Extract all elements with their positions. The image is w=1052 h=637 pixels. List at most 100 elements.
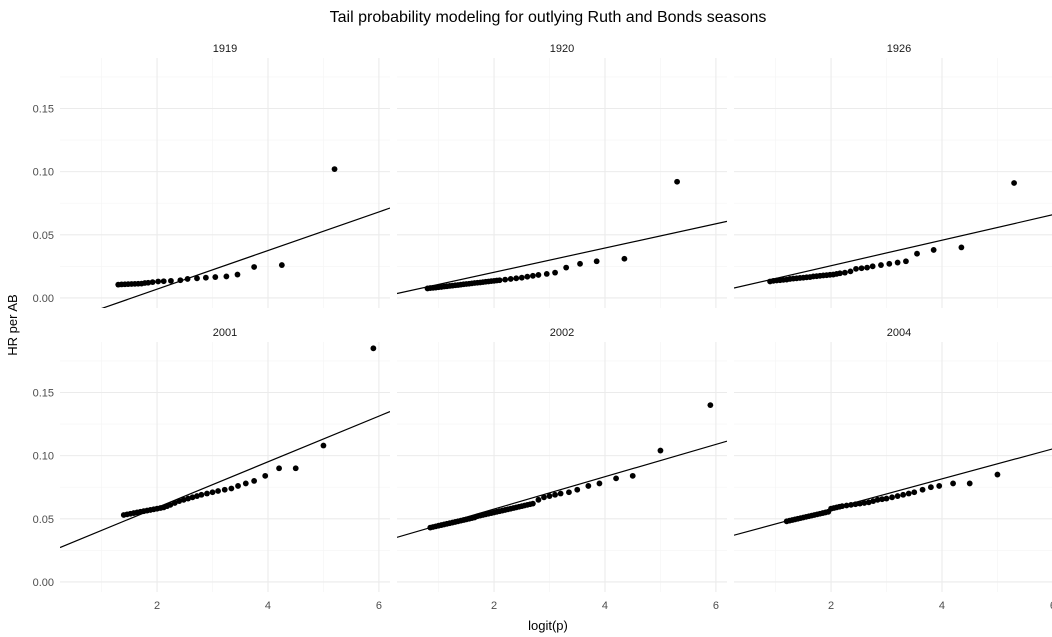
data-point — [235, 483, 241, 489]
data-point — [180, 496, 187, 503]
x-tick-label: 4 — [602, 600, 608, 612]
x-tick-label: 4 — [265, 600, 271, 612]
data-point — [524, 273, 531, 280]
data-point — [546, 493, 553, 499]
data-point — [930, 247, 937, 253]
y-tick-label: 0.10 — [33, 167, 54, 179]
facet-strip-label: 2001 — [213, 327, 237, 339]
data-point — [209, 489, 216, 496]
data-point — [674, 178, 680, 185]
data-point — [966, 480, 973, 487]
x-tick-label: 6 — [376, 600, 382, 612]
data-point — [843, 502, 850, 509]
data-point — [529, 500, 536, 507]
y-tick-label: 0.15 — [33, 104, 54, 116]
data-point — [552, 491, 558, 498]
data-point — [874, 496, 881, 503]
y-tick-label: 0.05 — [33, 230, 54, 242]
data-point — [223, 273, 230, 280]
data-point — [535, 272, 542, 278]
y-tick-label: 0.00 — [33, 577, 54, 589]
facet-panel-1920: 1920 — [397, 43, 727, 308]
data-point — [927, 484, 934, 491]
facet-panel-2001: 2001 0.00 0.05 0.10 0.15 2 4 6 — [33, 327, 390, 612]
data-point — [879, 496, 885, 503]
fit-line — [101, 207, 390, 308]
y-tick-label: 0.15 — [33, 388, 54, 400]
data-point — [613, 475, 619, 482]
data-point — [852, 501, 859, 508]
data-point — [171, 500, 178, 506]
data-point — [278, 262, 285, 268]
data-point — [221, 486, 228, 493]
data-point — [994, 471, 1001, 478]
data-point — [507, 276, 514, 282]
panel-background — [60, 58, 390, 308]
data-point — [518, 274, 525, 281]
data-point — [251, 264, 258, 270]
data-point — [513, 275, 520, 282]
data-point — [958, 244, 965, 251]
data-point — [370, 345, 377, 352]
data-point — [185, 495, 192, 502]
chart-title: Tail probability modeling for outlying R… — [330, 9, 767, 26]
y-tick-label: 0.05 — [33, 514, 54, 526]
data-point — [853, 265, 859, 272]
data-point — [894, 259, 901, 266]
data-point — [160, 278, 167, 285]
data-point — [331, 166, 338, 173]
x-tick-label: 2 — [828, 600, 834, 612]
data-point — [839, 503, 846, 510]
data-point — [878, 262, 884, 268]
data-point — [621, 255, 628, 262]
data-point — [847, 268, 854, 275]
data-point — [552, 269, 558, 276]
x-tick-label: 6 — [713, 600, 719, 612]
x-axis-title: logit(p) — [528, 618, 568, 633]
data-point — [950, 480, 956, 487]
data-point — [883, 495, 890, 502]
data-point — [292, 465, 299, 472]
data-point — [242, 480, 249, 487]
data-point — [566, 489, 572, 496]
data-point — [262, 472, 269, 479]
data-point — [865, 499, 872, 506]
data-point — [563, 264, 570, 271]
data-point — [228, 485, 235, 492]
data-point — [177, 277, 184, 284]
data-point — [167, 501, 174, 508]
data-point — [903, 258, 909, 265]
data-point — [858, 265, 865, 272]
facet-strip-label: 1926 — [887, 43, 911, 55]
data-point — [189, 494, 196, 501]
data-point — [856, 500, 863, 507]
data-point — [194, 493, 200, 499]
x-tick-label: 4 — [939, 600, 945, 612]
data-point — [574, 486, 581, 493]
data-point — [886, 260, 893, 267]
x-tick-label: 2 — [154, 600, 160, 612]
y-tick-label: 0.10 — [33, 451, 54, 463]
data-point — [842, 269, 848, 276]
data-point — [535, 496, 542, 503]
data-point — [1011, 180, 1017, 186]
data-point — [936, 483, 943, 489]
fit-line — [397, 220, 727, 295]
data-point — [707, 402, 714, 409]
data-point — [585, 483, 592, 489]
data-point — [184, 276, 191, 282]
data-point — [869, 263, 876, 270]
x-tick-label: 2 — [491, 600, 497, 612]
facet-strip-label: 2004 — [887, 327, 911, 339]
facet-panel-2002: 2002 2 4 6 — [397, 327, 727, 612]
fit-line — [60, 410, 390, 549]
data-point — [870, 498, 877, 504]
facet-panel-1926: 1926 — [734, 43, 1052, 308]
facet-panels: 1919 0.00 0.05 0.10 0.15 1920 1926 2001 0.00 0.05… — [33, 43, 1052, 612]
facet-strip-label: 2002 — [550, 327, 574, 339]
data-point — [864, 264, 871, 271]
data-point — [145, 279, 152, 286]
panel-background — [60, 342, 390, 592]
y-tick-label: 0.00 — [33, 293, 54, 305]
data-point — [894, 493, 901, 499]
